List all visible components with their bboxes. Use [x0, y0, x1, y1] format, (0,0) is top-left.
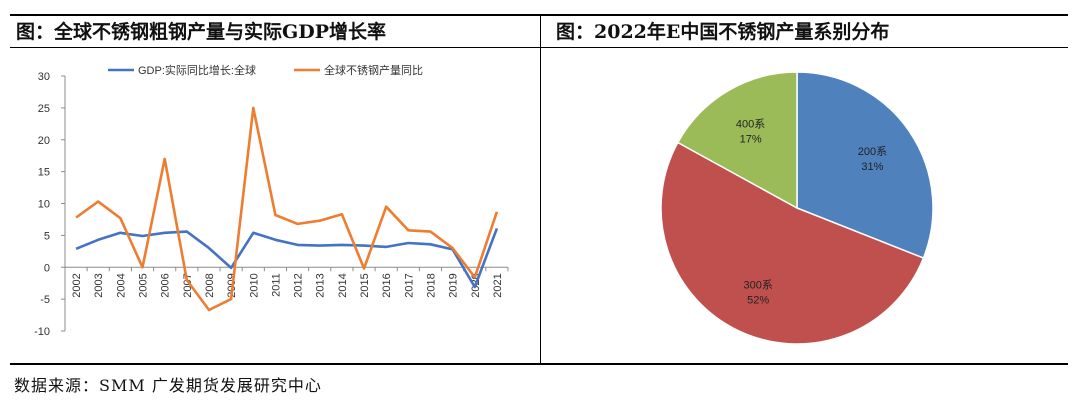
top-rule — [10, 14, 1068, 16]
x-tick-label: 2002 — [71, 273, 83, 297]
y-tick-label: -5 — [40, 294, 50, 306]
x-tick-label: 2015 — [359, 273, 371, 297]
x-tick-label: 2010 — [248, 273, 260, 297]
x-tick-label: 2014 — [337, 273, 349, 297]
x-tick-label: 2017 — [403, 273, 415, 297]
pie-percent-label: 17% — [740, 134, 762, 146]
source-note: 数据来源：SMM 广发期货发展研究中心 — [14, 376, 322, 395]
x-tick-label: 2004 — [115, 273, 127, 297]
pie-percent-label: 31% — [861, 161, 883, 173]
pie-slice-1 — [796, 71, 934, 260]
y-tick-label: 25 — [38, 103, 50, 115]
y-tick-label: 15 — [38, 167, 50, 179]
legend-label: GDP:实际同比增长:全球 — [138, 63, 256, 77]
header-rule — [10, 47, 1068, 48]
x-tick-label: 2012 — [293, 273, 305, 297]
x-tick-label: 2006 — [160, 273, 172, 297]
y-tick-label: 5 — [44, 230, 50, 242]
x-tick-label: 2005 — [138, 273, 150, 297]
pie-chart: 200系 31% 300系 52% 400系 17% — [660, 71, 934, 345]
x-tick-label: 2021 — [492, 273, 504, 297]
x-tick-label: 2008 — [204, 273, 216, 297]
pie-label: 300系 — [744, 278, 773, 291]
figure-frame: 图：全球不锈钢粗钢产量与实际GDP增长率 图：2022年E中国不锈钢产量系别分布 — [10, 14, 1068, 366]
y-tick-label: -10 — [34, 326, 50, 338]
x-tick-label: 2019 — [448, 273, 460, 297]
y-tick-label: 10 — [38, 199, 50, 211]
left-panel-title: 图：全球不锈钢粗钢产量与实际GDP增长率 — [16, 21, 386, 43]
legend-label: 全球不锈钢产量同比 — [324, 63, 423, 77]
x-tick-label: 2013 — [315, 273, 327, 297]
pie-label: 400系 — [736, 118, 765, 131]
x-tick-label: 2011 — [270, 273, 282, 297]
pie-percent-label: 52% — [747, 294, 769, 306]
x-tick-label: 2016 — [381, 273, 393, 297]
y-tick-label: 20 — [38, 135, 50, 147]
pie-slice-3 — [676, 71, 798, 210]
pie-label: 200系 — [858, 145, 887, 158]
pie-slice-2 — [660, 141, 925, 345]
y-tick-label: 30 — [38, 71, 50, 83]
bottom-rule — [10, 363, 1068, 365]
x-tick-label: 2003 — [93, 273, 105, 297]
series-line-2 — [75, 106, 499, 312]
x-tick-label: 2007 — [182, 273, 194, 297]
right-panel-title: 图：2022年E中国不锈钢产量系别分布 — [556, 21, 890, 43]
series-line-1 — [75, 227, 499, 289]
x-tick-label: 2018 — [425, 273, 437, 297]
line-chart: -10 -5 0 5 10 15 20 25 30 2002 2003 2004 2005 2006 200… — [34, 63, 509, 338]
panel-divider — [540, 16, 541, 363]
y-tick-label: 0 — [44, 262, 50, 274]
